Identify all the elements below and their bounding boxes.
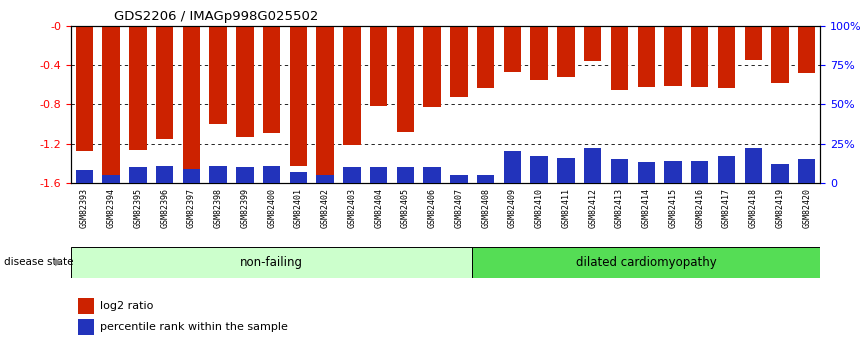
Bar <box>210 26 227 124</box>
Bar <box>129 26 146 150</box>
Text: GSM82401: GSM82401 <box>294 188 303 228</box>
Bar <box>370 26 387 106</box>
Bar <box>504 151 521 183</box>
Text: GSM82393: GSM82393 <box>80 188 89 228</box>
Text: GSM82395: GSM82395 <box>133 188 142 228</box>
Text: GSM82416: GSM82416 <box>695 188 704 228</box>
Bar <box>183 169 200 183</box>
Bar <box>472 247 820 278</box>
Bar <box>557 158 575 183</box>
Bar <box>102 175 120 183</box>
Bar <box>423 167 441 183</box>
Bar <box>290 26 307 166</box>
Bar <box>290 172 307 183</box>
Text: GSM82415: GSM82415 <box>669 188 677 228</box>
Text: GSM82414: GSM82414 <box>642 188 650 228</box>
Text: GSM82403: GSM82403 <box>347 188 357 228</box>
Bar <box>772 164 789 183</box>
Bar <box>183 26 200 169</box>
Text: GSM82420: GSM82420 <box>802 188 811 228</box>
Bar <box>236 26 254 137</box>
Bar <box>718 26 735 88</box>
Bar <box>664 26 682 86</box>
Text: GSM82397: GSM82397 <box>187 188 196 228</box>
Bar <box>477 26 494 88</box>
Text: GSM82399: GSM82399 <box>241 188 249 228</box>
Text: GSM82412: GSM82412 <box>588 188 598 228</box>
Bar <box>316 26 334 175</box>
Bar <box>691 26 708 87</box>
Bar <box>343 26 360 145</box>
Bar <box>450 175 468 183</box>
Bar <box>745 26 762 60</box>
Bar <box>75 26 93 151</box>
Text: GSM82405: GSM82405 <box>401 188 410 228</box>
Bar <box>637 26 655 87</box>
Bar <box>156 166 173 183</box>
Text: ▶: ▶ <box>55 257 62 267</box>
Bar <box>745 148 762 183</box>
Text: disease state: disease state <box>4 257 74 267</box>
Text: GSM82418: GSM82418 <box>749 188 758 228</box>
Bar <box>691 161 708 183</box>
Text: GSM82411: GSM82411 <box>561 188 571 228</box>
Bar <box>531 156 548 183</box>
Bar <box>263 166 281 183</box>
Text: GSM82398: GSM82398 <box>214 188 223 228</box>
Bar <box>210 166 227 183</box>
Text: GSM82396: GSM82396 <box>160 188 169 228</box>
Bar <box>504 26 521 72</box>
Bar <box>531 26 548 80</box>
Text: GSM82417: GSM82417 <box>722 188 731 228</box>
Bar <box>78 298 94 314</box>
Text: GSM82409: GSM82409 <box>508 188 517 228</box>
Bar <box>718 156 735 183</box>
Text: GSM82419: GSM82419 <box>775 188 785 228</box>
Bar <box>397 167 414 183</box>
Text: GSM82410: GSM82410 <box>534 188 544 228</box>
Bar <box>397 26 414 132</box>
Text: log2 ratio: log2 ratio <box>100 301 154 311</box>
Bar <box>477 175 494 183</box>
Text: GSM82400: GSM82400 <box>268 188 276 228</box>
Bar <box>664 161 682 183</box>
Text: GSM82408: GSM82408 <box>481 188 490 228</box>
Bar <box>557 26 575 77</box>
Text: percentile rank within the sample: percentile rank within the sample <box>100 322 288 332</box>
Text: GSM82406: GSM82406 <box>428 188 436 228</box>
Bar <box>798 159 816 183</box>
Text: GSM82404: GSM82404 <box>374 188 383 228</box>
Bar <box>798 26 816 73</box>
Bar <box>316 175 334 183</box>
Bar <box>637 162 655 183</box>
Bar <box>78 319 94 335</box>
Bar <box>370 167 387 183</box>
Text: non-failing: non-failing <box>240 256 303 269</box>
Bar <box>236 167 254 183</box>
Text: GSM82394: GSM82394 <box>107 188 116 228</box>
Bar <box>71 247 472 278</box>
Bar <box>611 26 628 90</box>
Text: dilated cardiomyopathy: dilated cardiomyopathy <box>576 256 716 269</box>
Text: GSM82407: GSM82407 <box>455 188 463 228</box>
Bar <box>75 170 93 183</box>
Text: GSM82402: GSM82402 <box>320 188 330 228</box>
Bar <box>129 167 146 183</box>
Bar <box>450 26 468 97</box>
Bar <box>156 26 173 139</box>
Bar <box>343 167 360 183</box>
Bar <box>584 26 601 61</box>
Bar <box>263 26 281 133</box>
Bar <box>423 26 441 107</box>
Text: GSM82413: GSM82413 <box>615 188 624 228</box>
Bar <box>772 26 789 83</box>
Bar <box>611 159 628 183</box>
Bar <box>584 148 601 183</box>
Text: GDS2206 / IMAGp998G025502: GDS2206 / IMAGp998G025502 <box>114 10 319 23</box>
Bar <box>102 26 120 181</box>
